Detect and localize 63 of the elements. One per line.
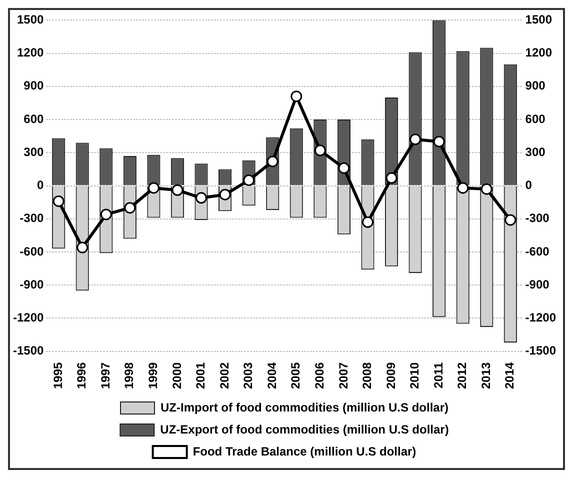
y-tick-label: -600 — [20, 244, 44, 258]
y2-tick-label: -1200 — [525, 310, 556, 325]
x-tick-label: 1995 — [50, 362, 65, 390]
y2-tick-label: 0 — [525, 178, 532, 192]
y-tick-label: -300 — [20, 211, 44, 226]
point — [338, 162, 350, 174]
x-tick-label: 1997 — [98, 362, 112, 390]
y2-tick-label: 300 — [525, 144, 546, 159]
x-tick-label: 1996 — [74, 362, 89, 390]
y-tick-label: 1200 — [16, 46, 44, 60]
legend-label: UZ-Import of food commodities (million U.S dollar) — [160, 400, 449, 414]
y-tick-label: 1500 — [16, 12, 44, 27]
y2-tick-label: 600 — [525, 112, 546, 126]
point — [52, 195, 64, 207]
x-tick-label: 2007 — [336, 362, 350, 390]
point — [290, 90, 302, 102]
x-tick-label: 2014 — [502, 362, 517, 390]
x-tick-label: 2011 — [431, 362, 446, 388]
y2-tick-label: -300 — [525, 211, 550, 226]
point — [504, 214, 516, 226]
y2-tick-label: -900 — [525, 277, 550, 292]
y2-tick-label: 1200 — [525, 46, 552, 60]
x-tick-label: 2000 — [170, 362, 184, 390]
x-tick-label: 2012 — [455, 362, 470, 390]
point — [480, 183, 492, 195]
x-tick-label: 2013 — [478, 362, 493, 390]
x-tick-label: 2004 — [264, 362, 279, 390]
x-tick-label: 2008 — [360, 362, 374, 390]
point — [362, 216, 374, 228]
legend-label: UZ-Export of food commodities (million U.S dollar) — [160, 422, 449, 436]
point — [100, 208, 112, 220]
x-tick-label: 2005 — [288, 362, 303, 390]
y2-tick-label: -600 — [525, 244, 550, 258]
y2-tick-label: 900 — [525, 78, 546, 93]
y-tick-label: 0 — [37, 178, 44, 192]
y-tick-label: 600 — [24, 112, 44, 126]
x-tick-label: 2006 — [312, 362, 326, 390]
legend-label: Food Trade Balance (million U.S dollar) — [192, 444, 416, 458]
y-tick-label: -1500 — [12, 344, 44, 358]
x-tick-label: 1999 — [146, 362, 160, 390]
point — [457, 182, 469, 194]
x-tick-label: 2010 — [408, 362, 422, 390]
x-tick-label: 2001 — [194, 362, 208, 390]
point — [314, 144, 326, 156]
point — [266, 156, 278, 168]
x-tick-label: 2003 — [241, 362, 256, 390]
point — [172, 184, 184, 196]
x-tick-label: 2002 — [217, 362, 232, 390]
point — [410, 134, 422, 146]
x-tick-label: 2009 — [384, 362, 398, 390]
y2-tick-label: -1500 — [525, 344, 556, 358]
x-tick-label: 1998 — [122, 362, 136, 390]
y-tick-label: -1200 — [12, 310, 44, 325]
point — [124, 202, 136, 214]
point — [243, 174, 255, 186]
y2-tick-label: 1500 — [525, 12, 552, 27]
point — [433, 136, 445, 148]
point — [148, 182, 160, 194]
point — [386, 172, 398, 184]
y-tick-label: -900 — [20, 277, 44, 292]
point — [76, 242, 88, 254]
y-tick-label: 900 — [24, 78, 44, 93]
y-tick-label: 300 — [24, 144, 44, 159]
